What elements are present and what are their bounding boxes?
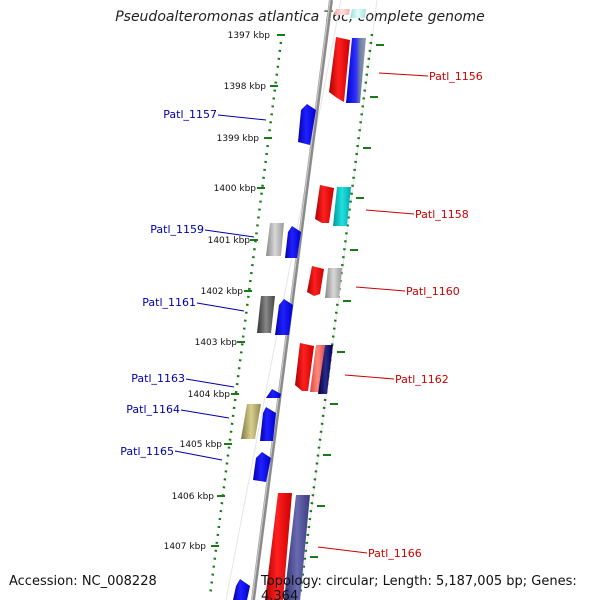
- gene-label-patl-1161[interactable]: Patl_1161: [142, 296, 196, 309]
- ruler-label-1403: 1403 kbp: [195, 338, 238, 348]
- gene-block-patl-1162-salmon[interactable]: [310, 345, 325, 392]
- gene-label-patl-1164[interactable]: Patl_1164: [126, 403, 180, 416]
- gene-block-patl-1158[interactable]: [333, 187, 351, 226]
- leader-patl-1165: [174, 450, 223, 461]
- gene-block-patl-1164[interactable]: [260, 407, 276, 441]
- leader-patl-1161: [196, 302, 245, 312]
- gene-block-patl-1159[interactable]: [285, 226, 301, 258]
- gene-block-patl-1156[interactable]: [346, 38, 366, 103]
- gene-label-patl-1156[interactable]: Patl_1156: [429, 70, 483, 83]
- leader-patl-1162: [344, 374, 395, 380]
- genome-backbone-highlight: [251, 0, 331, 600]
- gene-block-bottom-blue[interactable]: [233, 579, 250, 600]
- ruler-label-1400: 1400 kbp: [214, 184, 257, 194]
- gene-block-patl-1157[interactable]: [298, 104, 316, 145]
- leader-patl-1159: [204, 229, 255, 238]
- gene-label-patl-1162[interactable]: Patl_1162: [395, 373, 449, 386]
- leader-patl-1157: [217, 114, 267, 121]
- gene-block-top-cyan[interactable]: [350, 9, 366, 18]
- gene-block-patl-1160-red[interactable]: [307, 266, 324, 296]
- leader-patl-1158: [365, 209, 415, 215]
- gene-label-patl-1159[interactable]: Patl_1159: [150, 223, 204, 236]
- ruler-dotted-right: [298, 33, 374, 597]
- ruler-label-1407: 1407 kbp: [164, 542, 207, 552]
- gene-label-patl-1163[interactable]: Patl_1163: [131, 372, 185, 385]
- genome-title: Pseudoalteromonas atlantica T6c, complet…: [115, 9, 485, 25]
- leader-patl-1166: [317, 546, 368, 554]
- leader-patl-1160: [355, 286, 406, 292]
- ruler-label-1399: 1399 kbp: [217, 134, 260, 144]
- gene-block-patl-1156-red[interactable]: [329, 37, 350, 102]
- gene-block-patl-1162[interactable]: [318, 345, 333, 394]
- ruler-label-1402: 1402 kbp: [201, 287, 244, 297]
- gene-label-patl-1158[interactable]: Patl_1158: [415, 208, 469, 221]
- gene-block-patl-1163[interactable]: [266, 389, 281, 398]
- accession-label: Accession: NC_008228: [9, 574, 157, 589]
- gene-block-patl-1161[interactable]: [275, 299, 293, 335]
- gene-block-patl-1160[interactable]: [325, 268, 342, 298]
- gene-block-top-pink[interactable]: [334, 9, 350, 15]
- genome-summary: Topology: circular; Length: 5,187,005 bp…: [261, 574, 577, 600]
- ruler-label-1405: 1405 kbp: [180, 440, 223, 450]
- leader-patl-1156: [378, 72, 429, 77]
- gene-block-patl-1164-olive[interactable]: [241, 404, 261, 439]
- ruler-label-1404: 1404 kbp: [188, 390, 231, 400]
- gene-label-patl-1157[interactable]: Patl_1157: [163, 108, 217, 121]
- gene-block-patl-1159-gray[interactable]: [266, 223, 284, 256]
- ruler-ticks-left: [211, 34, 285, 547]
- ruler-label-1398: 1398 kbp: [224, 82, 267, 92]
- gene-block-patl-1161-gray[interactable]: [257, 296, 275, 333]
- ruler-label-1406: 1406 kbp: [172, 492, 215, 502]
- gene-block-patl-1166-red[interactable]: [265, 493, 292, 600]
- gene-label-patl-1160[interactable]: Patl_1160: [406, 285, 460, 298]
- gene-block-patl-1166[interactable]: [284, 495, 310, 600]
- genome-backbone: [251, 0, 333, 600]
- gene-block-patl-1162-red[interactable]: [295, 343, 314, 391]
- gene-label-patl-1165[interactable]: Patl_1165: [120, 445, 174, 458]
- ruler-dotted-left: [208, 33, 284, 597]
- gene-block-patl-1158-red[interactable]: [315, 185, 334, 223]
- leader-patl-1164: [180, 409, 230, 419]
- gene-label-patl-1166[interactable]: Patl_1166: [368, 547, 422, 560]
- ruler-label-1397: 1397 kbp: [228, 31, 271, 41]
- gene-block-patl-1165[interactable]: [253, 452, 271, 482]
- ruler-label-1401: 1401 kbp: [208, 236, 251, 246]
- leader-patl-1163: [185, 378, 235, 388]
- track-guide-right: [299, 0, 378, 600]
- ruler-ticks-right: [310, 44, 384, 558]
